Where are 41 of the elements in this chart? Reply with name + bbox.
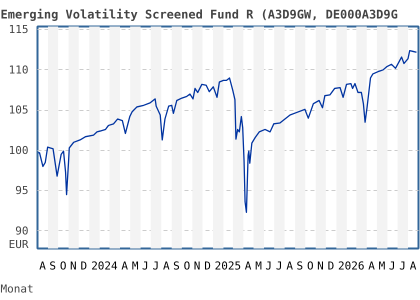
x-tick-label: M xyxy=(378,260,386,272)
x-tick-label: A xyxy=(162,260,170,272)
x-tick-label: S xyxy=(173,260,180,272)
x-tick-label: A xyxy=(244,260,252,272)
y-tick-label: 110 xyxy=(8,63,29,76)
y-tick-label: 105 xyxy=(8,104,29,117)
x-tick-label: M xyxy=(255,260,262,272)
x-tick-label: 2024 xyxy=(91,260,118,272)
x-tick-label: D xyxy=(204,260,211,272)
x-tick-label: J xyxy=(399,260,406,272)
x-tick-label: J xyxy=(388,260,396,272)
x-tick-label: S xyxy=(49,260,56,272)
line-series xyxy=(38,50,418,213)
x-tick-label: D xyxy=(80,260,88,272)
x-tick-label: A xyxy=(39,260,46,272)
y-axis-title: EUR xyxy=(8,238,29,252)
y-tick-label: 95 xyxy=(15,184,29,198)
x-tick-label: S xyxy=(296,260,304,272)
y-tick-label: 100 xyxy=(8,144,29,157)
x-tick-label: M xyxy=(132,260,139,272)
chart-title: Emerging Volatility Screened Fund R (A3D9GW, DE000A3D9G xyxy=(0,8,398,22)
y-tick-label: 115 xyxy=(8,23,29,36)
x-tick-label: D xyxy=(328,260,334,272)
x-tick-label: O xyxy=(184,260,190,272)
x-tick-label: A xyxy=(286,260,294,272)
x-tick-label: O xyxy=(307,260,314,272)
x-tick-label: 2025 xyxy=(214,260,242,272)
x-tick-label: J xyxy=(276,260,283,272)
x-tick-label: J xyxy=(142,260,149,272)
x-tick-label: O xyxy=(60,260,67,272)
x-tick-label: A xyxy=(368,260,376,272)
x-axis-title: Monat xyxy=(0,282,34,296)
x-tick-label: A xyxy=(410,260,417,272)
x-tick-label: J xyxy=(265,260,272,272)
x-tick-label: N xyxy=(194,260,200,272)
x-tick-label: A xyxy=(121,260,128,272)
y-tick-label: 90 xyxy=(15,224,29,238)
x-tick-label: J xyxy=(152,260,160,272)
x-tick-label: N xyxy=(317,260,324,272)
x-tick-label: 2026 xyxy=(338,260,364,272)
x-tick-label: N xyxy=(70,260,77,272)
